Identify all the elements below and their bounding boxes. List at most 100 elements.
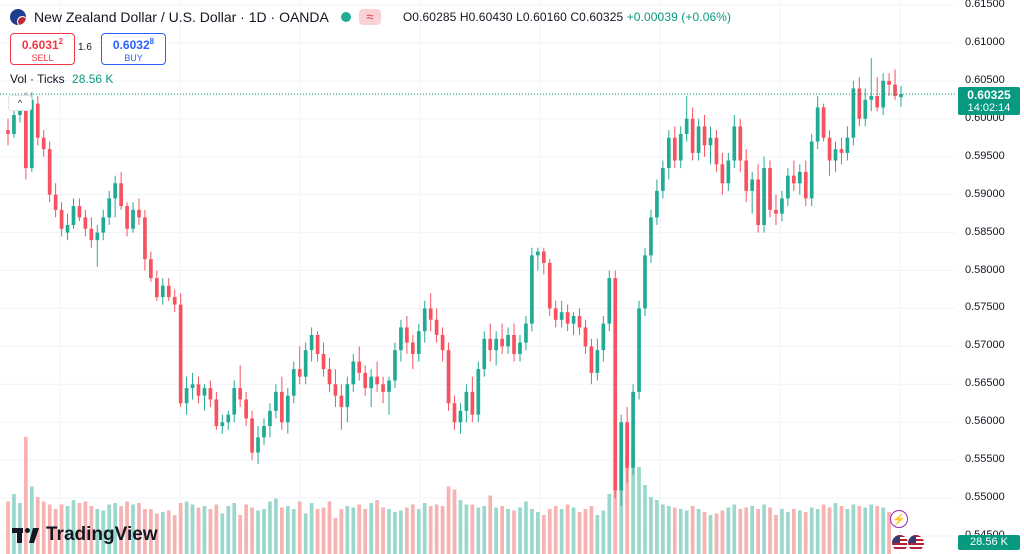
candle-body <box>274 391 278 411</box>
candle-body <box>661 168 665 191</box>
volume-legend-value: 28.56 K <box>72 72 114 86</box>
volume-bar <box>684 510 689 554</box>
tradingview-logo-icon <box>12 526 40 544</box>
candle-body <box>196 384 201 396</box>
volume-bar <box>821 504 826 554</box>
candle-body <box>77 206 82 218</box>
sell-price-pip: 2 <box>58 37 64 46</box>
volume-bar <box>774 515 778 554</box>
candle-body <box>422 308 427 332</box>
volume-bar <box>214 504 219 554</box>
sell-button[interactable]: 0.60312 SELL <box>10 33 75 65</box>
candle-body <box>363 372 368 389</box>
candle-body <box>547 262 552 309</box>
candle-body <box>655 190 659 218</box>
candle-body <box>678 133 683 161</box>
candle-body <box>280 391 284 423</box>
volume-bar <box>285 506 290 554</box>
us-event-flag-icon-2[interactable] <box>907 534 925 552</box>
candle-body <box>500 338 504 347</box>
candle-body <box>393 350 397 381</box>
volume-bar <box>619 461 624 554</box>
volume-bar <box>280 507 284 554</box>
volume-bar <box>446 486 451 554</box>
volume-bar <box>196 507 201 554</box>
sell-price: 0.6031 <box>21 38 59 52</box>
candle-body <box>202 388 207 396</box>
volume-bar <box>887 512 891 554</box>
volume-bar <box>399 510 403 554</box>
candle-body <box>726 160 731 184</box>
buy-label: BUY <box>124 53 143 63</box>
volume-bar <box>512 510 516 554</box>
volume-bar <box>160 512 165 554</box>
candle-body <box>71 206 76 225</box>
collapse-legend-chevron-icon[interactable]: ^ <box>8 95 32 111</box>
candle-body <box>250 418 254 453</box>
candle-body <box>29 99 34 169</box>
candle-body <box>893 84 897 97</box>
volume-bar <box>107 504 112 554</box>
volume-bar <box>89 506 94 554</box>
candle-body <box>649 217 653 256</box>
volume-bar <box>541 515 546 554</box>
candle-body <box>827 137 832 161</box>
candle-body <box>59 209 64 229</box>
candle-body <box>113 183 118 199</box>
volume-bar <box>339 509 344 554</box>
volume-bar <box>833 503 838 554</box>
market-open-indicator-icon[interactable] <box>340 12 351 22</box>
symbol-title[interactable]: New Zealand Dollar / U.S. Dollar · 1D · … <box>34 9 329 25</box>
wave-icon[interactable]: ≈ <box>358 9 381 25</box>
candle-body <box>220 422 225 427</box>
tradingview-logo[interactable]: TradingView <box>12 524 158 546</box>
change-value: +0.00039 (+0.06%) <box>626 10 732 24</box>
candle-body <box>672 137 677 161</box>
volume-bar <box>387 509 391 554</box>
volume-bar <box>547 509 552 554</box>
candle-body <box>833 149 838 161</box>
volume-legend-label: Vol · Ticks <box>10 72 65 86</box>
price-chart[interactable] <box>0 0 955 554</box>
volume-bar <box>536 512 540 554</box>
candle-body <box>24 107 28 169</box>
candle-body <box>797 171 802 184</box>
volume-bar <box>381 507 385 554</box>
candle-body <box>541 251 546 263</box>
volume-bar <box>101 510 106 554</box>
candle-body <box>285 395 290 423</box>
candle-body <box>476 369 481 415</box>
candle-body <box>345 384 350 408</box>
volume-bar <box>59 504 64 554</box>
volume-bar <box>577 512 582 554</box>
volume-bar <box>291 509 296 554</box>
volume-bar <box>178 503 183 554</box>
volume-bar <box>762 504 766 554</box>
candle-body <box>619 422 624 491</box>
volume-bar <box>41 501 46 554</box>
volume-bar <box>154 513 159 554</box>
candle-body <box>95 232 100 241</box>
candle-body <box>434 319 439 335</box>
volume-bar <box>321 507 326 554</box>
candle-body <box>684 118 689 134</box>
price-axis[interactable]: 0.61500 0.61000 0.60500 0.60000 0.59500 0.590… <box>955 0 1024 554</box>
candle-body <box>256 437 260 453</box>
volume-bar <box>77 503 82 554</box>
candle-body <box>857 88 862 119</box>
candle-body <box>12 114 16 134</box>
price-tick-0: 0.61500 <box>965 0 1005 10</box>
volume-bar <box>732 504 737 554</box>
lightning-icon[interactable]: ⚡ <box>890 510 908 528</box>
candle-body <box>583 327 588 347</box>
volume-legend[interactable]: Vol · Ticks 28.56 K <box>10 72 113 86</box>
volume-bar <box>345 506 350 554</box>
chart-header: New Zealand Dollar / U.S. Dollar · 1D · … <box>10 6 731 28</box>
candle-body <box>744 160 749 191</box>
volume-tag: 28.56 K <box>958 535 1020 550</box>
volume-bar <box>119 506 123 554</box>
candlesticks <box>6 58 903 506</box>
volume-bar <box>482 506 487 554</box>
buy-button[interactable]: 0.60328 BUY <box>101 33 166 65</box>
volume-bar <box>208 509 213 554</box>
